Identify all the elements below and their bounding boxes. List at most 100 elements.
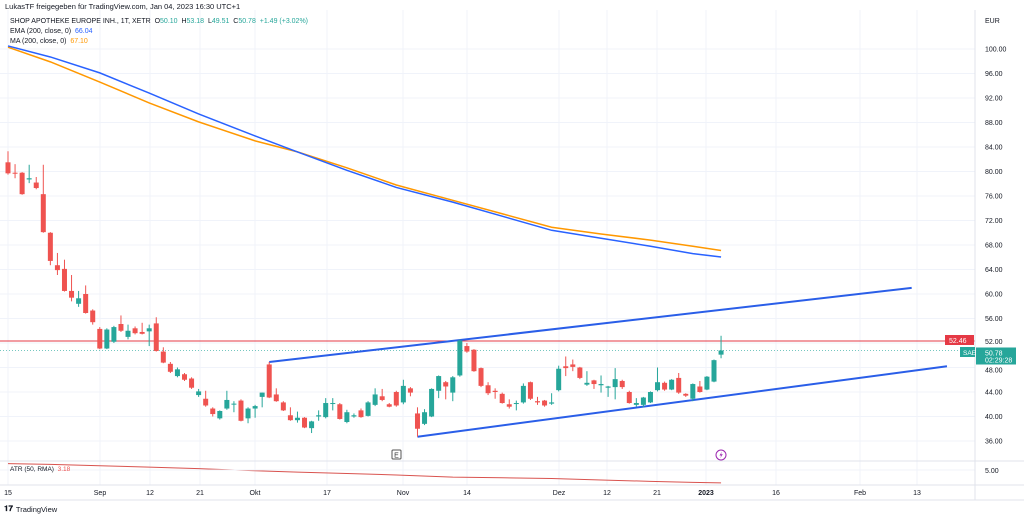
trendline-upper[interactable] [269, 286, 912, 363]
trendline-lower[interactable] [417, 365, 948, 438]
candle-up [330, 403, 336, 405]
candle-down [19, 172, 25, 195]
candle-down [54, 265, 60, 271]
price-tick: 60.00 [985, 292, 1003, 299]
candle-down [570, 364, 576, 367]
drawings[interactable] [0, 286, 975, 438]
candle-up [556, 368, 562, 391]
candle-down [443, 382, 449, 387]
time-tick: Dez [553, 490, 566, 497]
atr-axis-tick: 5.00 [985, 468, 999, 475]
candle-down [464, 346, 470, 352]
candle-down [40, 194, 46, 233]
candle-up [174, 369, 180, 377]
ma200-line [7, 46, 722, 252]
ma-legend[interactable]: MA (200, close, 0) 67.10 [10, 37, 308, 47]
candle-up [111, 327, 117, 342]
time-tick: 12 [603, 490, 611, 497]
candle-down [12, 172, 18, 174]
time-tick: 21 [653, 490, 661, 497]
candle-down [69, 290, 75, 298]
candle-up [104, 329, 110, 349]
price-tick: 92.00 [985, 96, 1003, 103]
candle-down [591, 380, 597, 385]
candle-down [139, 331, 145, 334]
candle-down [33, 182, 39, 189]
candle-down [61, 268, 67, 291]
candle-up [520, 385, 526, 403]
price-axis[interactable]: 100.00 96.00 92.00 88.00 84.00 80.00 76.00 72.0… [985, 47, 1007, 446]
candle-down [542, 400, 548, 406]
candle-up [457, 340, 463, 376]
time-tick: 17 [323, 490, 331, 497]
time-tick: Sep [94, 490, 107, 497]
candle-down [182, 374, 187, 380]
candle-down [506, 404, 512, 407]
symbol-tag: SAE [963, 350, 977, 357]
price-tick: 76.00 [985, 194, 1003, 201]
candle-down [535, 401, 540, 403]
candle-up [231, 403, 237, 405]
price-tick: 80.00 [985, 169, 1003, 176]
candle-down [47, 232, 53, 261]
atr-line [7, 463, 722, 484]
candle-up [711, 360, 717, 382]
time-axis[interactable]: 15 Sep 12 21 Okt 17 Nov 14 Dez 12 21 2023 16 Feb 13 [4, 490, 921, 497]
candle-up [372, 394, 378, 405]
candle-up [584, 382, 590, 385]
earnings-marker[interactable]: E [391, 449, 402, 460]
tradingview-logo[interactable]: 𝟏𝟕 TradingView [4, 504, 57, 514]
candle-up [640, 397, 646, 405]
candle-down [203, 398, 209, 406]
candle-down [189, 378, 195, 388]
candle-down [577, 367, 583, 378]
candle-up [647, 392, 653, 403]
high-value: 53.18 [186, 18, 205, 25]
ema-value: 66.04 [74, 28, 93, 35]
candle-up [146, 328, 152, 332]
dividend-lightning-icon[interactable] [715, 449, 727, 461]
candle-down [697, 386, 703, 392]
atr-value: 3.18 [57, 466, 71, 473]
candle-up [76, 298, 82, 304]
candle-up [245, 408, 251, 419]
candle-down [167, 363, 173, 372]
time-tick: 15 [4, 490, 12, 497]
atr-label: ATR (50, RMA) [10, 466, 54, 473]
candle-up [252, 406, 258, 409]
time-tick: 13 [913, 490, 921, 497]
symbol-name: SHOP APOTHEKE EUROPE INH., 1T, XETR [10, 18, 151, 25]
candle-down [683, 393, 689, 396]
candle-up [436, 376, 442, 391]
close-value: 50.78 [238, 18, 256, 25]
grid [0, 10, 975, 485]
candle-down [273, 394, 279, 402]
candle-up [429, 388, 435, 417]
candle-down [414, 413, 420, 429]
time-tick: 14 [463, 490, 471, 497]
atr-legend[interactable]: ATR (50, RMA) 3.18 [10, 466, 70, 473]
open-value: 50.10 [160, 18, 178, 25]
candle-up [422, 412, 428, 424]
price-tick: 56.00 [985, 316, 1003, 323]
candle-up [323, 403, 329, 418]
close-label: C [233, 18, 239, 25]
candle-down [287, 415, 293, 421]
candle-down [302, 417, 308, 428]
time-tick: 2023 [698, 490, 714, 497]
resistance-price-tag: 52.46 [945, 335, 974, 345]
candle-up [450, 377, 456, 393]
price-tick: 64.00 [985, 267, 1003, 274]
symbol-legend[interactable]: SHOP APOTHEKE EUROPE INH., 1T, XETR O50.… [10, 17, 308, 27]
candle-down [492, 390, 498, 392]
candle-down [386, 404, 392, 407]
candle-down [337, 404, 343, 419]
candle-down [210, 408, 216, 415]
ema-label: EMA (200, close, 0) [10, 28, 72, 35]
ema-legend[interactable]: EMA (200, close, 0) 66.04 [10, 27, 308, 37]
time-tick: Nov [397, 490, 410, 497]
low-label: L [207, 18, 212, 25]
candle-up [351, 415, 357, 417]
price-tick: 100.00 [985, 47, 1007, 54]
